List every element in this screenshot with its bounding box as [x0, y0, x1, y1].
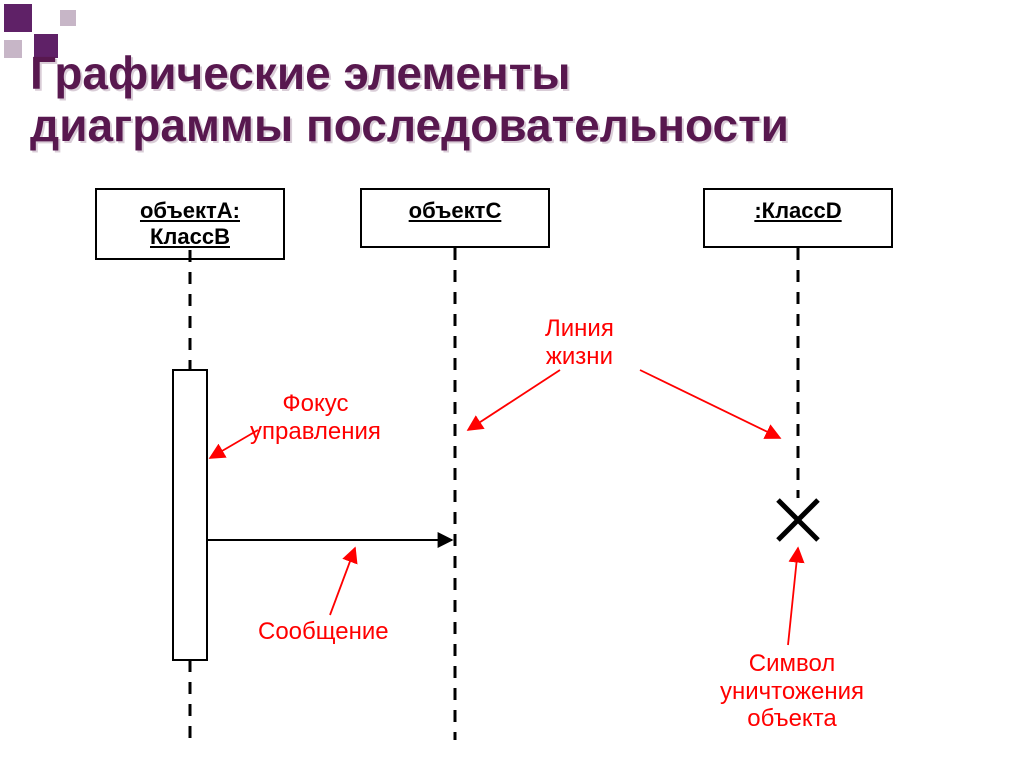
- object-box-a: объектA: КлассB: [95, 188, 285, 260]
- destruction-x-2: [778, 500, 818, 540]
- destruction-x-1: [778, 500, 818, 540]
- object-box-c: объектC: [360, 188, 550, 248]
- object-a-label-top: объектA:: [140, 198, 240, 223]
- object-a-label-bottom: КлассB: [150, 224, 230, 249]
- label-focus: Фокус управления: [250, 390, 381, 445]
- label-message: Сообщение: [258, 618, 389, 646]
- arrow-message: [330, 548, 355, 615]
- slide-title: Графические элементы диаграммы последова…: [30, 48, 789, 151]
- arrow-destroy: [788, 548, 798, 645]
- decor-square: [4, 40, 22, 58]
- arrow-lifeline-left: [468, 370, 560, 430]
- object-d-label: :КлассD: [754, 198, 841, 223]
- label-lifeline: Линия жизни: [545, 315, 614, 370]
- label-destroy: Символ уничтожения объекта: [720, 650, 864, 733]
- object-box-d: :КлассD: [703, 188, 893, 248]
- decor-square: [4, 4, 32, 32]
- object-c-label: объектC: [409, 198, 502, 223]
- title-line-2: диаграммы последовательности: [30, 99, 789, 151]
- arrow-lifeline-right: [640, 370, 780, 438]
- decor-square: [60, 10, 76, 26]
- activation-bar: [173, 370, 207, 660]
- slide: Графические элементы диаграммы последова…: [0, 0, 1024, 767]
- title-line-1: Графические элементы: [30, 47, 571, 99]
